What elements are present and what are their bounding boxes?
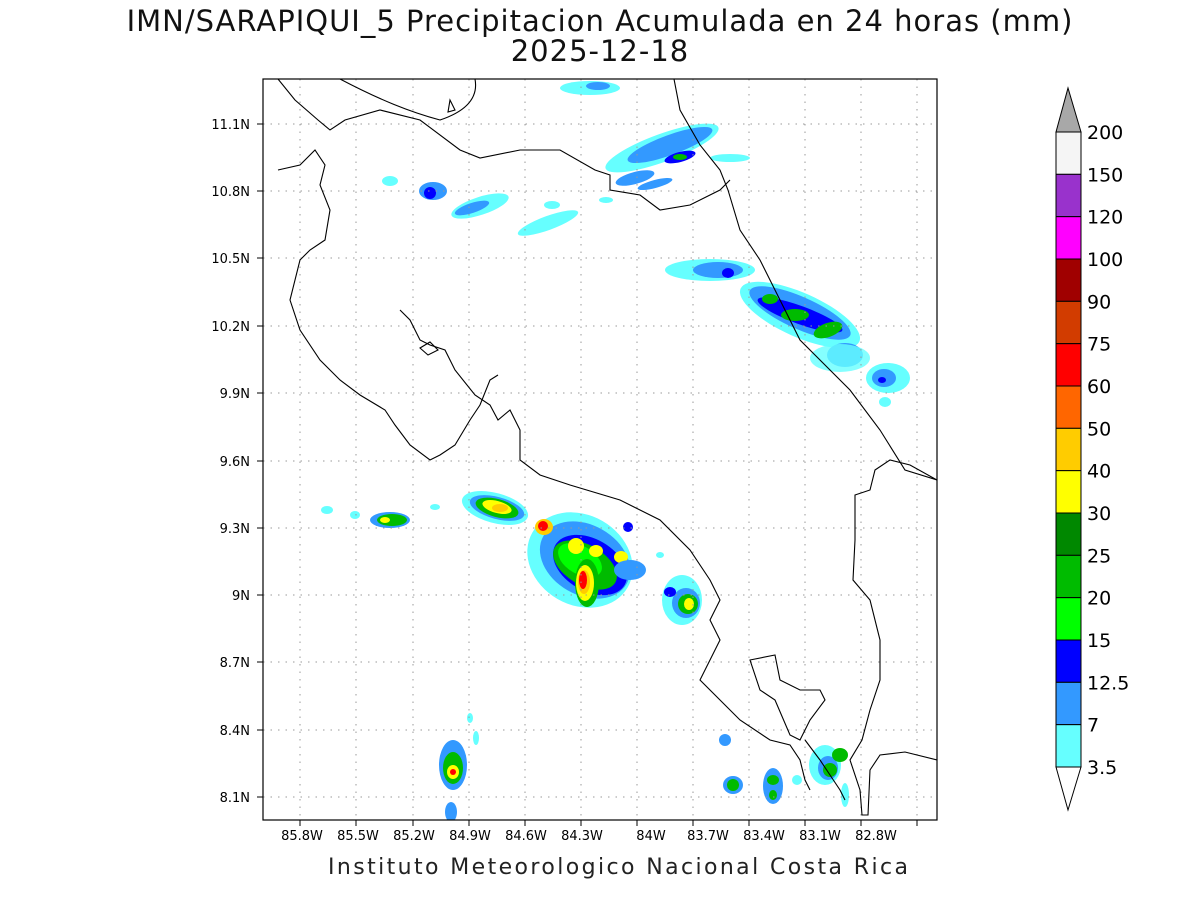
colorbar-swatch — [1055, 639, 1082, 683]
colorbar-label: 90 — [1087, 291, 1111, 313]
axis-ticks — [257, 123, 918, 826]
pacific-coast-north — [277, 149, 499, 461]
lat-labels: 11.1N 10.8N 10.5N 10.2N 9.9N 9.6N 9.3N 9… — [211, 118, 250, 806]
map-date: 2025-12-18 — [510, 34, 690, 68]
colorbar-swatch — [1055, 470, 1082, 514]
lon-labels: 85.8W 85.5W 85.2W 84.9W 84.6W 84.3W 84W … — [281, 829, 897, 844]
lat-label: 9N — [232, 589, 250, 604]
lon-label: 85.5W — [337, 829, 379, 844]
lon-label: 85.8W — [281, 829, 323, 844]
colorbar-label: 150 — [1087, 164, 1123, 186]
rain-cluster-pacific — [321, 491, 664, 608]
colorbar-swatch — [1055, 385, 1082, 429]
colorbar: 200 150 120 100 90 75 60 50 40 30 25 20 15 12.5 7 3.5 — [1055, 86, 1129, 812]
lon-label: 84W — [636, 829, 666, 844]
lon-label: 85.2W — [393, 829, 435, 844]
lat-label: 8.4N — [220, 724, 250, 739]
coastlines — [277, 79, 937, 816]
colorbar-label: 100 — [1087, 249, 1123, 271]
lon-label: 84.3W — [561, 829, 603, 844]
lon-label: 83.1W — [799, 829, 841, 844]
lat-label: 11.1N — [211, 118, 250, 133]
gulf-nicoya — [399, 309, 811, 791]
lat-label: 10.2N — [211, 320, 250, 335]
colorbar-label: 20 — [1087, 588, 1111, 610]
colorbar-swatch — [1055, 258, 1082, 302]
colorbar-swatch — [1055, 300, 1082, 345]
lat-label: 8.1N — [220, 791, 250, 806]
colorbar-label: 60 — [1087, 376, 1111, 398]
nicaragua-border — [277, 79, 731, 211]
colorbar-swatch — [1055, 724, 1082, 768]
colorbar-label: 30 — [1087, 503, 1111, 525]
lake-outline — [419, 341, 439, 356]
lat-label: 8.7N — [220, 656, 250, 671]
lat-label: 9.3N — [220, 522, 250, 537]
caribbean-coast — [673, 79, 937, 481]
lat-label: 9.9N — [220, 387, 250, 402]
colorbar-label: 200 — [1087, 122, 1123, 144]
colorbar-label: 25 — [1087, 545, 1111, 567]
lon-label: 82.8W — [855, 829, 897, 844]
colorbar-swatch — [1055, 173, 1082, 218]
lon-label: 83.7W — [687, 829, 729, 844]
colorbar-label: 50 — [1087, 418, 1111, 440]
lat-label: 10.8N — [211, 185, 250, 200]
lon-label: 83.4W — [743, 829, 785, 844]
map-footer: Instituto Meteorologico Nacional Costa R… — [328, 855, 911, 880]
colorbar-label: 75 — [1087, 334, 1111, 356]
colorbar-swatch — [1055, 131, 1082, 175]
rain-cluster-south — [439, 575, 849, 820]
burica-coast — [804, 739, 846, 801]
colorbar-label: 15 — [1087, 630, 1111, 652]
map-frame — [262, 78, 938, 821]
colorbar-label: 40 — [1087, 461, 1111, 483]
rain-band-caribbean — [665, 259, 910, 407]
panama-border — [849, 459, 937, 816]
colorbar-swatch — [1055, 681, 1082, 726]
lon-label: 84.6W — [505, 829, 547, 844]
lon-label: 84.9W — [449, 829, 491, 844]
colorbar-bottom-arrow — [1055, 766, 1082, 812]
colorbar-swatch — [1055, 216, 1082, 260]
colorbar-swatch — [1055, 554, 1082, 599]
colorbar-swatch — [1055, 343, 1082, 387]
lat-label: 9.6N — [220, 455, 250, 470]
colorbar-label: 3.5 — [1087, 757, 1117, 779]
rain-cell-north-west — [382, 176, 613, 236]
osa-peninsula — [749, 654, 826, 741]
colorbar-swatch — [1055, 427, 1082, 472]
lake-nicaragua-shore — [339, 79, 477, 121]
rain-cell-north — [560, 81, 750, 191]
colorbar-swatch — [1055, 597, 1082, 641]
lat-label: 10.5N — [211, 252, 250, 267]
colorbar-top-arrow — [1055, 86, 1082, 133]
precipitation-field — [321, 81, 910, 820]
colorbar-label: 120 — [1087, 207, 1123, 229]
grid-lines — [263, 79, 937, 820]
colorbar-swatch — [1055, 512, 1082, 556]
map-title: IMN/SARAPIQUI_5 Precipitacion Acumulada … — [126, 4, 1074, 38]
island — [447, 98, 456, 113]
colorbar-label: 12.5 — [1087, 672, 1129, 694]
colorbar-label: 7 — [1087, 715, 1099, 737]
